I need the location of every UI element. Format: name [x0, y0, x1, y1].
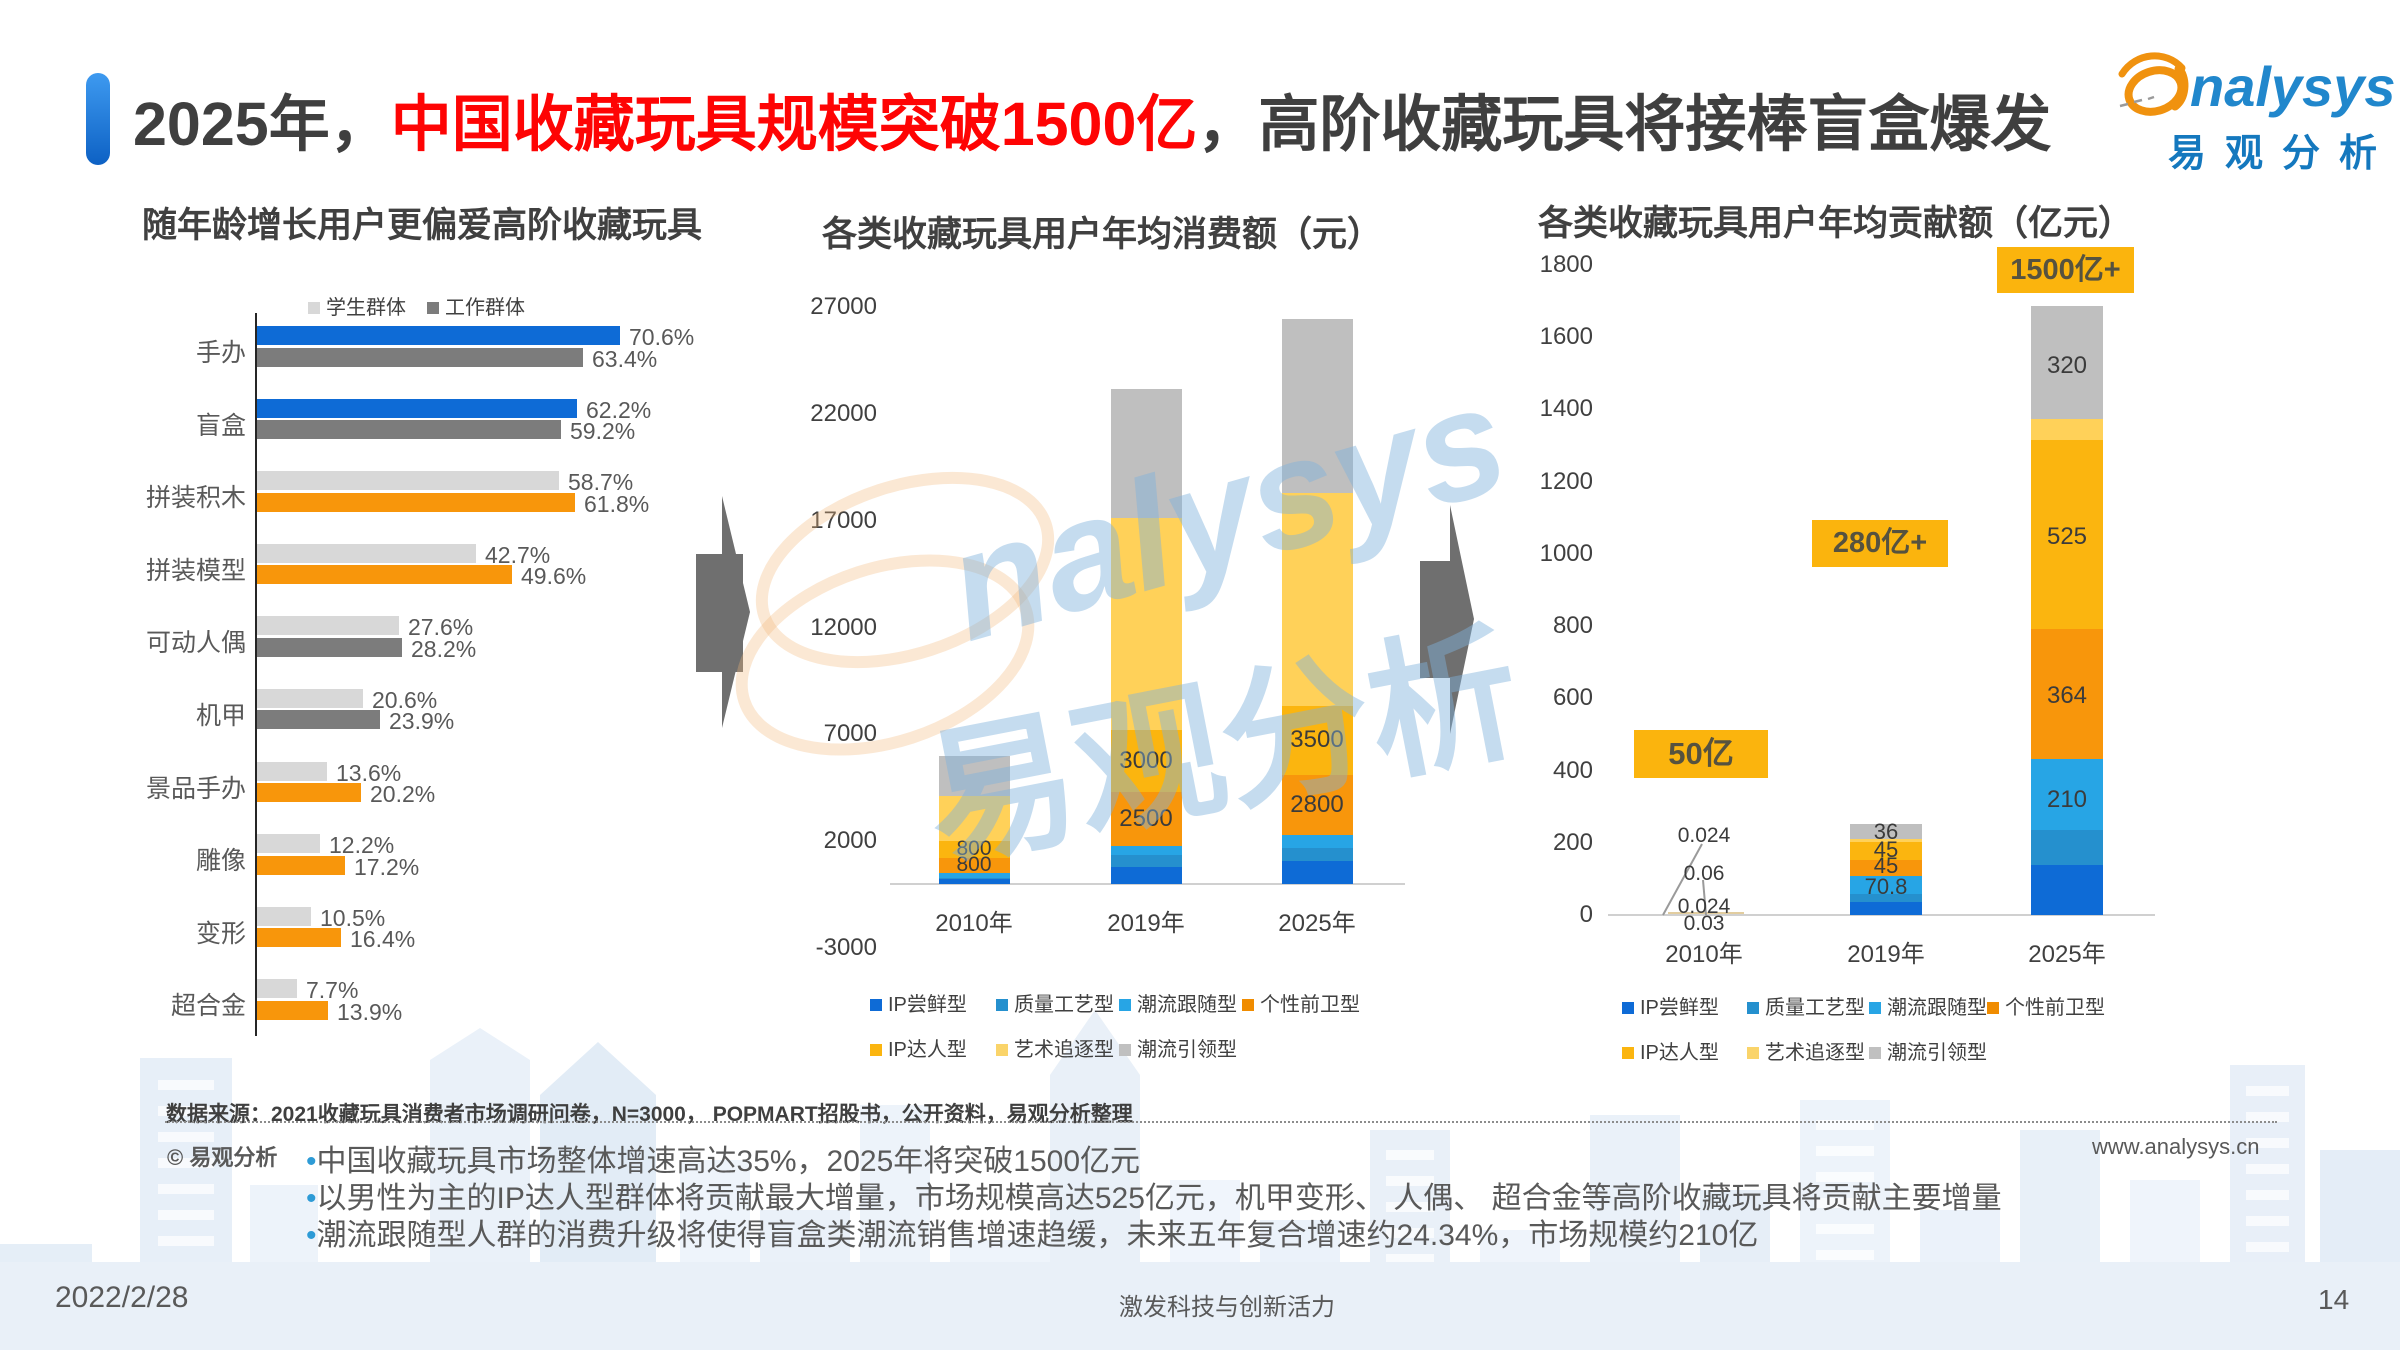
svg-text:nalysys: nalysys: [2190, 55, 2396, 118]
svg-text:易观分析: 易观分析: [2168, 133, 2396, 175]
